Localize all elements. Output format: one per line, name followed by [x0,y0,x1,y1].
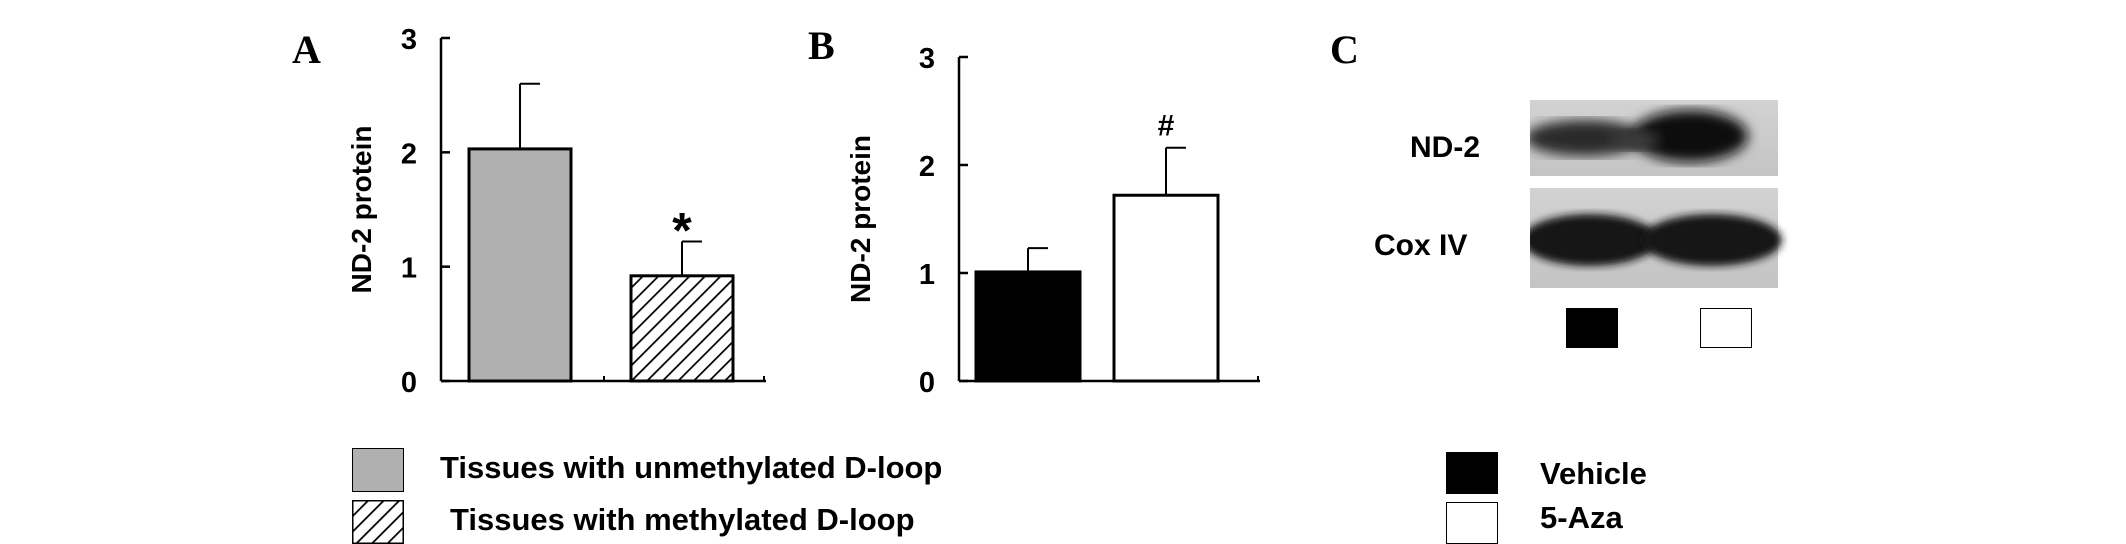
chart-b-y-label: ND-2 protein [845,135,876,303]
chart-b-y-tick-label-2: 2 [919,151,935,183]
chart-b-bar-0 [974,270,1082,383]
chart-b-bar-1 [1112,193,1220,383]
band-cox4-vehicle [1530,214,1658,266]
chart-a-y-tick-label-2: 2 [401,138,417,170]
band-nd2-aza [1632,110,1748,162]
chart-a-y-tick-label-3: 3 [401,24,417,56]
panel-letter-c: C [1330,27,1359,72]
chart-b-plot: 0 1 2 3 ND-2 protein # [845,43,1260,399]
chart-a: 0 1 2 3 ND-2 protein * [346,24,766,399]
lane-marker-vehicle [1566,308,1618,348]
chart-a-y-tick-label-1: 1 [401,253,417,285]
legend-swatch-unmethylated [352,448,404,492]
blot-strip-cox4 [1530,188,1782,288]
legend-label-aza: 5-Aza [1540,500,1623,535]
legend-swatch-methylated [352,500,404,544]
western-blot [1530,100,1782,288]
band-cox4-aza [1642,214,1782,266]
chart-a-bar-0 [467,147,573,383]
band-nd2-vehicle [1530,120,1645,156]
lane-marker-aza [1700,308,1752,348]
blot-label-cox4: Cox IV [1374,229,1468,262]
chart-b: 0 1 2 3 ND-2 protein # [845,43,1260,399]
legend-label-methylated: Tissues with methylated D-loop [450,502,915,537]
chart-a-y-tick-label-0: 0 [401,367,417,399]
chart-a-plot: 0 1 2 3 ND-2 protein * [346,24,766,399]
chart-b-y-tick-label-3: 3 [919,43,935,75]
chart-b-annotation-1: # [1158,110,1175,143]
chart-a-annotation-1: * [672,203,692,259]
panel-letter-a: A [292,27,321,72]
legend-swatch-aza [1446,502,1498,544]
blot-strip-nd2 [1530,100,1778,176]
legend-label-vehicle: Vehicle [1540,456,1647,491]
panel-letter-b: B [808,23,835,68]
legend-label-unmethylated: Tissues with unmethylated D-loop [440,450,943,485]
chart-b-y-tick-label-0: 0 [919,367,935,399]
legend-swatch-vehicle [1446,452,1498,494]
chart-b-y-tick-label-1: 1 [919,259,935,291]
chart-a-y-label: ND-2 protein [346,126,377,294]
blot-label-nd2: ND-2 [1410,131,1481,164]
chart-a-bar-1 [629,274,735,383]
